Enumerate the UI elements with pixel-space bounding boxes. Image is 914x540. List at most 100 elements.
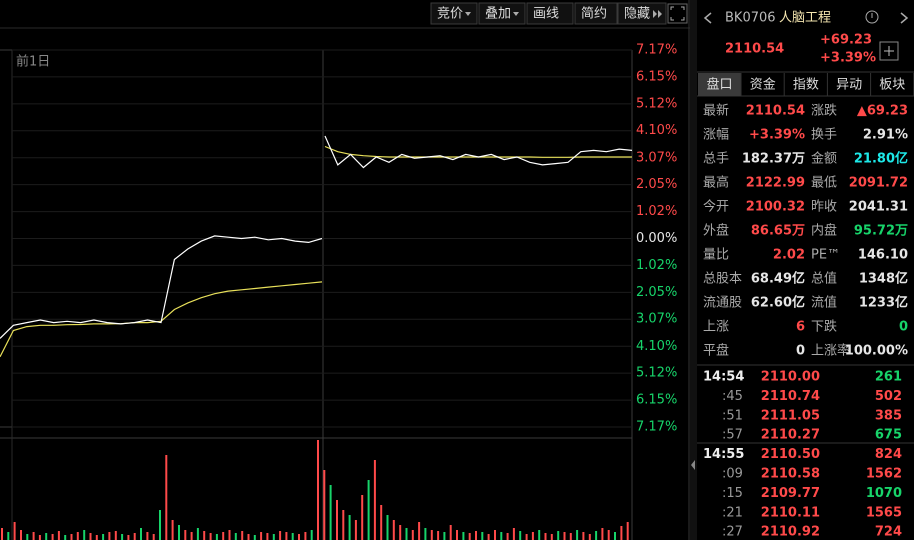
- y-tick-label: 4.10%: [636, 123, 677, 138]
- toolbar-button[interactable]: [526, 2, 574, 25]
- trade-volume: 724: [875, 525, 902, 540]
- trade-price: 2110.58: [761, 467, 820, 482]
- volume-bar: [83, 530, 86, 540]
- volume-bar: [519, 531, 522, 540]
- info-icon[interactable]: [865, 10, 879, 24]
- stat-value: 2091.72: [849, 176, 908, 191]
- volume-bar: [279, 531, 282, 540]
- trade-volume: 675: [875, 428, 902, 443]
- volume-bar: [241, 531, 244, 540]
- y-tick-label: 1.02%: [636, 258, 677, 273]
- toolbar-label: 隐藏: [624, 7, 650, 22]
- volume-bar: [361, 495, 364, 540]
- trade-price: 2110.50: [761, 447, 820, 462]
- volume-bar: [272, 534, 275, 540]
- trade-price: 2110.11: [761, 505, 820, 520]
- trade-volume: 1565: [866, 505, 902, 520]
- volume-bar: [203, 531, 206, 540]
- volume-bar: [380, 505, 383, 540]
- volume-bar: [247, 534, 250, 540]
- tab-label[interactable]: 盘口: [706, 77, 732, 93]
- stat-label: 总手: [703, 152, 729, 167]
- y-tick-label: 6.15%: [636, 393, 677, 408]
- stat-label: 量比: [703, 248, 729, 263]
- stat-label: 金额: [811, 151, 837, 167]
- volume-bar: [121, 534, 124, 540]
- trade-time: :51: [722, 408, 743, 423]
- volume-bar: [304, 532, 307, 540]
- stock-name: 人脑工程: [779, 11, 831, 26]
- tab-label[interactable]: 资金: [750, 77, 776, 93]
- volume-bar: [437, 531, 440, 540]
- volume-bar: [317, 440, 319, 540]
- volume-bar: [418, 522, 421, 540]
- stat-label: 涨跌: [811, 103, 837, 119]
- y-tick-label: 2.05%: [636, 285, 677, 300]
- next-arrow[interactable]: [900, 12, 909, 24]
- volume-bar: [32, 532, 35, 540]
- stat-label: 上涨率: [811, 343, 850, 359]
- y-tick-label: 7.17%: [636, 43, 677, 58]
- volume-bar: [26, 534, 29, 540]
- trade-price: 2110.27: [761, 428, 820, 443]
- add-button[interactable]: [879, 41, 899, 61]
- volume-bar: [159, 510, 161, 540]
- scrollbar[interactable]: [690, 0, 697, 540]
- volume-bar: [215, 534, 218, 540]
- toolbar-label: 简约: [581, 6, 607, 22]
- volume-bar: [550, 534, 553, 540]
- volume-bar: [57, 531, 60, 540]
- volume-bar: [342, 510, 345, 540]
- trade-volume: 824: [875, 447, 902, 462]
- toolbar-button[interactable]: [430, 2, 478, 25]
- stat-value: 2122.99: [746, 176, 805, 191]
- stat-value: 6: [796, 320, 805, 335]
- stat-value: +3.39%: [749, 128, 805, 143]
- toolbar-label: 叠加: [485, 7, 511, 22]
- volume-bar: [38, 535, 41, 540]
- toolbar-button[interactable]: [617, 2, 667, 25]
- trade-time: :45: [722, 389, 743, 404]
- volume-bar: [620, 526, 623, 540]
- volume-bar: [329, 485, 332, 540]
- toolbar-button[interactable]: [478, 2, 526, 25]
- toolbar-label: 画线: [533, 7, 559, 22]
- y-tick-label: 4.10%: [636, 339, 677, 354]
- volume-bar: [190, 532, 193, 540]
- volume-bar: [260, 532, 263, 540]
- volume-bar: [481, 532, 484, 540]
- stat-label: 最新: [703, 103, 729, 119]
- y-tick-label: 6.15%: [636, 69, 677, 84]
- trade-price: 2110.92: [761, 525, 820, 540]
- tab-label[interactable]: 指数: [793, 78, 819, 93]
- add-glyph: [884, 46, 894, 56]
- tab-label[interactable]: 板块: [879, 78, 905, 93]
- stat-value: 182.37万: [742, 152, 805, 167]
- volume-bar: [373, 460, 376, 540]
- volume-bar: [102, 534, 105, 540]
- volume-bar: [411, 530, 414, 540]
- trade-time: 14:54: [703, 370, 744, 385]
- y-tick-label: 1.02%: [636, 204, 677, 219]
- last-price: 2110.54: [725, 42, 784, 57]
- stat-label: 外盘: [703, 223, 729, 239]
- stat-label: 总股本: [703, 272, 742, 287]
- expand-icon[interactable]: [667, 3, 688, 24]
- stat-label: 涨幅: [703, 128, 729, 143]
- today-price-line: [324, 135, 633, 169]
- volume-bar: [209, 533, 212, 540]
- y-tick-label: 5.12%: [636, 366, 677, 381]
- toolbar-button[interactable]: [574, 2, 618, 25]
- stat-value: 1233亿: [859, 295, 908, 311]
- volume-bar: [500, 532, 503, 540]
- trade-time: :21: [722, 505, 743, 520]
- volume-bar: [7, 532, 10, 540]
- scroll-arrow[interactable]: [691, 460, 695, 470]
- volume-bar: [582, 532, 585, 540]
- stat-label: 最高: [703, 175, 729, 191]
- tab-label[interactable]: 异动: [836, 78, 862, 93]
- stat-value: 2.02: [773, 248, 805, 263]
- prev-arrow[interactable]: [703, 12, 712, 24]
- volume-bar: [354, 520, 357, 540]
